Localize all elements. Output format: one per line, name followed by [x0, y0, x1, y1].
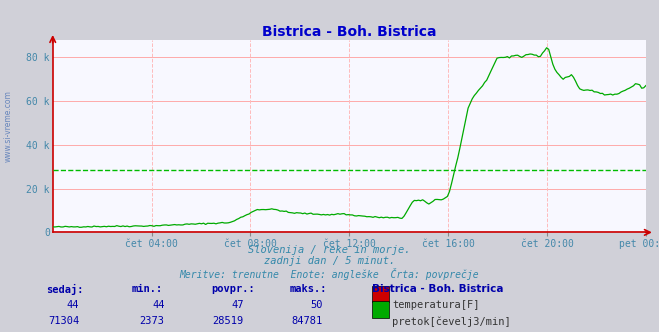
Title: Bistrica - Boh. Bistrica: Bistrica - Boh. Bistrica — [262, 25, 436, 39]
Text: 50: 50 — [310, 300, 323, 310]
Text: 44: 44 — [152, 300, 165, 310]
Text: 28519: 28519 — [213, 316, 244, 326]
Text: www.si-vreme.com: www.si-vreme.com — [3, 90, 13, 162]
Text: min.:: min.: — [132, 284, 163, 294]
Text: 71304: 71304 — [48, 316, 79, 326]
Text: Meritve: trenutne  Enote: angleške  Črta: povprečje: Meritve: trenutne Enote: angleške Črta: … — [180, 268, 479, 280]
Text: 47: 47 — [231, 300, 244, 310]
Text: 84781: 84781 — [292, 316, 323, 326]
Text: 2373: 2373 — [140, 316, 165, 326]
Text: pretok[čevelj3/min]: pretok[čevelj3/min] — [392, 316, 511, 327]
Text: 44: 44 — [67, 300, 79, 310]
Text: Slovenija / reke in morje.: Slovenija / reke in morje. — [248, 245, 411, 255]
Text: sedaj:: sedaj: — [46, 284, 84, 295]
Text: Bistrica - Boh. Bistrica: Bistrica - Boh. Bistrica — [372, 284, 504, 294]
Text: povpr.:: povpr.: — [211, 284, 254, 294]
Text: zadnji dan / 5 minut.: zadnji dan / 5 minut. — [264, 256, 395, 266]
Text: maks.:: maks.: — [290, 284, 328, 294]
Text: temperatura[F]: temperatura[F] — [392, 300, 480, 310]
